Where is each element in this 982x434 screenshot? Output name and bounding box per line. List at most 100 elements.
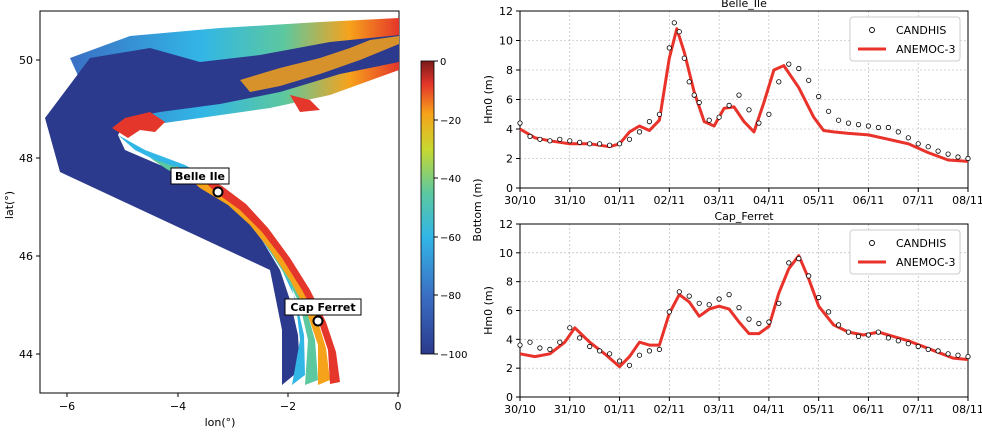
data-point-candhis	[696, 99, 702, 106]
data-point-candhis	[616, 141, 623, 147]
data-point-candhis	[706, 117, 712, 123]
series-line-anemoc3	[519, 27, 969, 163]
station-label-box	[170, 167, 230, 185]
colorbar: 0 −20 −40 −60 −80 −100 Bottom (m)	[420, 57, 484, 361]
data-point-candhis	[965, 353, 971, 360]
data-point-candhis	[845, 120, 852, 126]
colorbar-tick-label: −60	[440, 233, 461, 244]
y-tick-label: 12	[499, 5, 513, 18]
data-point-candhis	[646, 348, 653, 354]
data-point-candhis	[965, 155, 971, 162]
data-point-candhis	[895, 338, 901, 344]
x-tick-label: 07/11	[902, 194, 934, 207]
y-axis-label: lat(°)	[3, 191, 16, 219]
data-point-candhis	[806, 273, 812, 279]
x-tick-label: 04/11	[753, 403, 785, 416]
station-cap-ferret: Cap Ferret	[284, 298, 362, 327]
deep-ocean-domain	[45, 35, 399, 385]
data-point-candhis	[626, 136, 633, 142]
data-point-candhis	[676, 29, 682, 35]
x-tick-label: 08/11	[952, 194, 982, 207]
data-point-candhis	[606, 142, 613, 148]
data-point-candhis	[855, 122, 862, 128]
y-tick-label: 4	[506, 123, 513, 136]
colorbar-tick-label: −20	[440, 116, 461, 127]
data-point-candhis	[681, 55, 687, 61]
y-tick-label: 2	[506, 153, 513, 166]
x-tick-label: 30/10	[504, 403, 536, 416]
data-point-candhis	[726, 102, 732, 109]
cap-ferret-timeseries: 30/10 31/10 01/11 02/11 03/11 04/11 05/11 06/11…	[482, 210, 982, 416]
data-point-candhis	[666, 45, 672, 51]
data-point-candhis	[686, 293, 692, 299]
data-point-candhis	[517, 342, 523, 348]
x-tick-label: 30/10	[504, 194, 536, 207]
data-point-candhis	[875, 124, 882, 131]
data-point-candhis	[537, 345, 543, 351]
belle-ile-timeseries: 30/10 31/10 01/11 02/11 03/11 04/11 05/11 06/11…	[482, 0, 982, 207]
data-point-candhis	[636, 352, 643, 358]
colorbar-bar	[420, 60, 435, 355]
data-point-candhis	[606, 351, 613, 357]
legend-marker-candhis	[869, 27, 875, 33]
data-point-candhis	[816, 93, 822, 100]
data-point-candhis	[845, 329, 852, 335]
data-point-candhis	[756, 320, 762, 327]
map-y-axis: 44 46 48 50 lat(°)	[3, 54, 40, 361]
data-point-candhis	[746, 107, 752, 113]
x-tick-label: −2	[280, 400, 296, 413]
data-point-candhis	[557, 339, 563, 345]
data-point-candhis	[806, 77, 812, 83]
data-point-candhis	[567, 138, 573, 144]
legend-label-candhis: CANDHIS	[896, 24, 946, 37]
data-point-candhis	[895, 129, 901, 135]
data-point-candhis	[676, 289, 682, 295]
data-point-candhis	[786, 260, 792, 266]
data-point-candhis	[691, 92, 697, 98]
data-point-candhis	[736, 92, 742, 98]
colorbar-tick-label: −100	[440, 350, 467, 361]
y-tick-label: 10	[499, 35, 513, 48]
data-point-candhis	[945, 351, 951, 357]
colorbar-tick-label: −40	[440, 174, 461, 185]
data-point-candhis	[915, 343, 921, 350]
x-axis-label: lon(°)	[205, 416, 236, 429]
data-point-candhis	[557, 136, 563, 142]
y-tick-label: 6	[506, 305, 513, 318]
y-tick-label: 50	[19, 54, 33, 67]
data-point-candhis	[835, 322, 842, 328]
data-point-candhis	[577, 139, 583, 145]
data-point-candhis	[517, 120, 523, 126]
station-label-box	[284, 298, 362, 316]
data-point-candhis	[596, 348, 603, 354]
data-point-candhis	[746, 316, 752, 322]
data-point-candhis	[955, 154, 961, 160]
data-point-candhis	[925, 144, 931, 150]
data-point-candhis	[636, 129, 643, 135]
data-point-candhis	[905, 135, 911, 141]
data-point-candhis	[616, 358, 623, 364]
station-belle-ile: Belle Ile	[170, 167, 230, 198]
data-point-candhis	[766, 111, 772, 117]
data-point-candhis	[796, 255, 802, 262]
y-tick-label: 8	[506, 64, 513, 77]
y-tick-label: 8	[506, 276, 513, 289]
x-tick-label: 01/11	[604, 403, 636, 416]
y-tick-label: 10	[499, 247, 513, 260]
y-tick-label: 46	[19, 250, 33, 263]
legend-label-anemoc3: ANEMOC-3	[896, 43, 956, 56]
data-point-candhis	[776, 79, 782, 85]
colorbar-tick-label: −80	[440, 291, 461, 302]
x-tick-label: 02/11	[653, 194, 685, 207]
data-point-candhis	[726, 291, 732, 298]
data-point-candhis	[915, 141, 921, 147]
data-point-candhis	[835, 117, 842, 123]
data-point-candhis	[656, 111, 663, 117]
y-tick-label: 12	[499, 218, 513, 231]
legend: CANDHIS ANEMOC-3	[849, 229, 961, 275]
station-label: Cap Ferret	[290, 301, 355, 314]
data-point-candhis	[945, 151, 951, 157]
bathymetry-map: Belle Ile Cap Ferret −6 −4 −2 0 lon(°) 4…	[3, 10, 402, 429]
data-point-candhis	[587, 343, 593, 350]
